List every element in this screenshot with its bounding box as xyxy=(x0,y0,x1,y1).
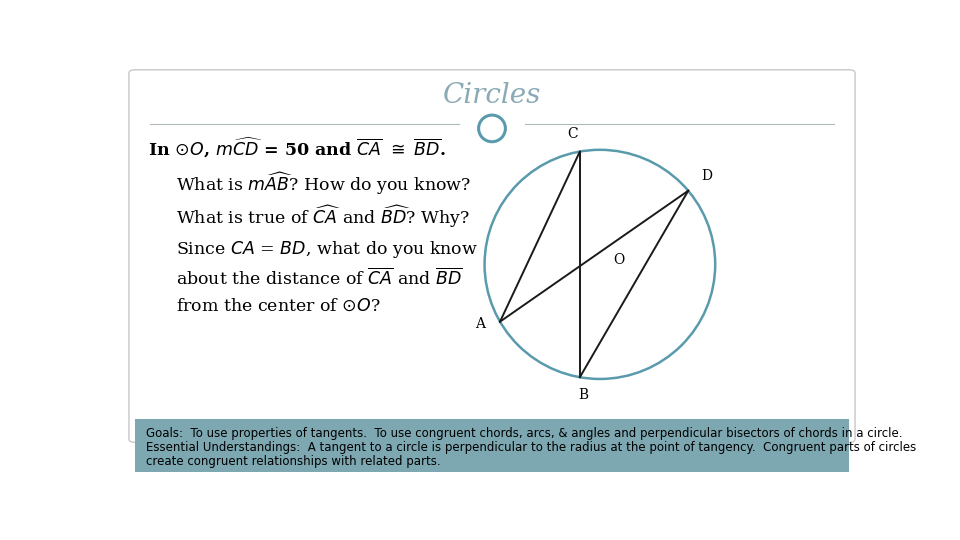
Text: Since $CA$ = $BD$, what do you know: Since $CA$ = $BD$, what do you know xyxy=(176,239,478,260)
Text: Circles: Circles xyxy=(443,83,541,110)
Text: What is $m\widehat{AB}$? How do you know?: What is $m\widehat{AB}$? How do you know… xyxy=(176,170,471,197)
Text: Essential Understandings:  A tangent to a circle is perpendicular to the radius : Essential Understandings: A tangent to a… xyxy=(146,441,916,454)
Text: C: C xyxy=(567,127,578,141)
Text: create congruent relationships with related parts.: create congruent relationships with rela… xyxy=(146,455,441,468)
Text: Goals:  To use properties of tangents.  To use congruent chords, arcs, & angles : Goals: To use properties of tangents. To… xyxy=(146,427,902,441)
Text: from the center of $\odot$$O$?: from the center of $\odot$$O$? xyxy=(176,298,380,315)
FancyBboxPatch shape xyxy=(134,419,849,472)
Text: What is true of $\widehat{CA}$ and $\widehat{BD}$? Why?: What is true of $\widehat{CA}$ and $\wid… xyxy=(176,203,469,230)
Text: D: D xyxy=(702,169,712,183)
Text: A: A xyxy=(475,317,485,331)
Text: O: O xyxy=(613,253,625,267)
Text: In $\odot$$O$, $m\widehat{CD}$ = 50 and $\overline{CA}$ $\cong$ $\overline{BD}$.: In $\odot$$O$, $m\widehat{CD}$ = 50 and … xyxy=(148,136,446,160)
Text: B: B xyxy=(579,388,588,402)
FancyBboxPatch shape xyxy=(129,70,855,442)
Text: about the distance of $\overline{CA}$ and $\overline{BD}$: about the distance of $\overline{CA}$ an… xyxy=(176,267,463,289)
